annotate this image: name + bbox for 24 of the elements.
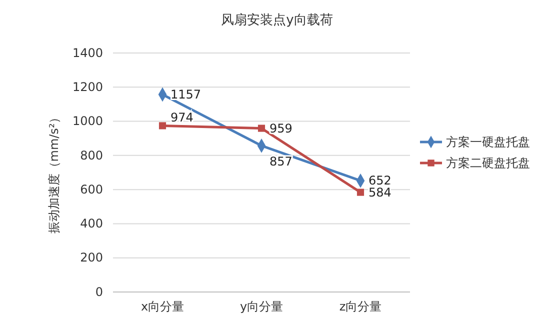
x-tick-label: y向分量 [240, 300, 284, 314]
y-tick-label: 1200 [72, 80, 103, 94]
data-label: 857 [270, 154, 292, 169]
y-axis-title: 振动加速度（mm/s²） [47, 111, 61, 234]
point [158, 122, 166, 130]
point [258, 124, 266, 132]
y-tick-label: 1400 [72, 46, 103, 60]
point [356, 188, 364, 196]
y-tick-label: 200 [80, 250, 103, 265]
data-label: 974 [170, 110, 194, 125]
data-label: 959 [270, 121, 292, 136]
x-tick-label: x向分量 [140, 300, 184, 314]
chart-title: 风扇安装点y向载荷 [221, 12, 333, 28]
x-tick-label: z向分量 [339, 300, 382, 314]
data-label: 1157 [170, 87, 202, 102]
y-tick-label: 1000 [72, 114, 103, 128]
legend-label: 方案二硬盘托盘 [446, 156, 530, 170]
y-tick-label: 400 [80, 216, 103, 231]
legend-label: 方案一硬盘托盘 [446, 135, 530, 149]
y-tick-label: 600 [80, 182, 103, 196]
y-tick-label: 0 [95, 284, 103, 299]
y-tick-label: 800 [80, 148, 103, 162]
data-label: 584 [368, 185, 392, 200]
data-label: 652 [368, 174, 392, 188]
